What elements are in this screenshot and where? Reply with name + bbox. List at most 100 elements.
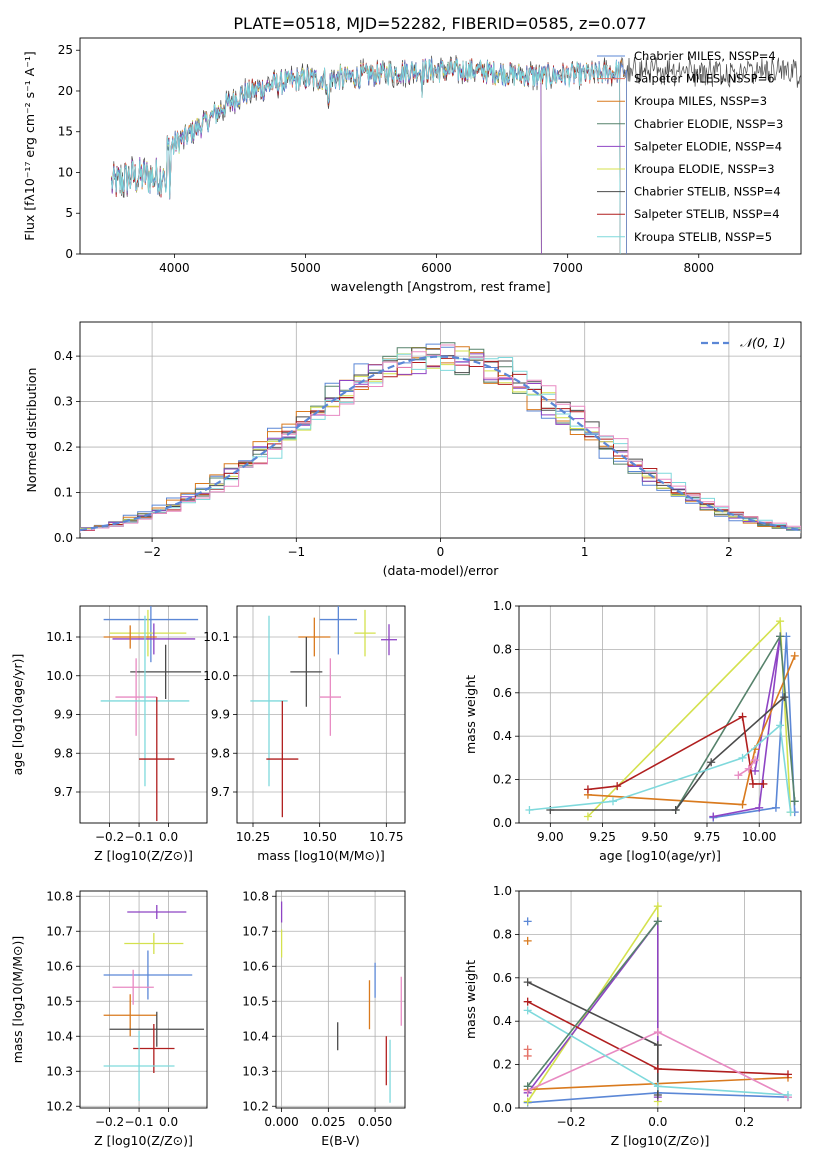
weight-marker xyxy=(707,758,716,767)
axis-label-y: mass weight xyxy=(463,960,478,1039)
axis-label-x: age [log10(age/yr)] xyxy=(599,848,721,863)
tick-label-y: 0.2 xyxy=(493,1058,512,1072)
axes-frame xyxy=(236,605,406,824)
tick-label-x: −0.1 xyxy=(124,1115,153,1129)
tick-label-x: 2 xyxy=(725,545,733,559)
tick-label-y: 10.8 xyxy=(242,889,269,903)
weights-weight_age xyxy=(525,617,799,822)
axes-frame xyxy=(79,37,802,255)
legend-entry: Kroupa STELIB, NSSP=5 xyxy=(634,230,772,244)
weight-marker xyxy=(790,797,799,806)
figure-title: PLATE=0518, MJD=52282, FIBERID=0585, z=0… xyxy=(233,14,646,33)
weight-marker xyxy=(734,771,743,780)
weight-marker xyxy=(653,1064,662,1073)
weight-marker xyxy=(771,803,780,812)
legend-entry: 𝒩(0, 1) xyxy=(740,335,786,350)
axes-z_age: −0.2 −0.1 0.0 9.7 9.8 9.9 10.0 10.1 Z [log10(Z/Z… xyxy=(10,605,208,863)
tick-label-y: 25 xyxy=(58,43,73,57)
errorbar-point xyxy=(112,969,154,1005)
axes-frame xyxy=(79,321,802,539)
errorbar-point xyxy=(290,637,323,707)
weights-weight_z xyxy=(523,902,792,1107)
weight-marker xyxy=(653,902,662,911)
errorbar-point xyxy=(319,658,341,736)
tick-label-y: 10.7 xyxy=(242,924,269,938)
axes-weight_age: 9.00 9.25 9.50 9.75 10.00 0.0 0.2 0.4 0.6 0.8 1.0 a… xyxy=(463,599,802,863)
legend-entry: Chabrier MILES, NSSP=4 xyxy=(634,49,776,63)
tick-label-y: 10.8 xyxy=(46,889,73,903)
errorbar-point xyxy=(115,658,157,736)
tick-label-y: 10.2 xyxy=(46,1099,73,1113)
weight-marker xyxy=(776,617,785,626)
tick-label-y: 10.1 xyxy=(203,630,230,644)
tick-label-x: 0.0 xyxy=(648,1115,667,1129)
spectrum-line xyxy=(111,57,621,254)
axis-label-y: Normed distribution xyxy=(24,368,39,493)
spectrum-line xyxy=(111,55,801,198)
weight-marker xyxy=(653,1090,662,1099)
tick-label-y: 10.0 xyxy=(203,669,230,683)
weight-marker xyxy=(759,779,768,788)
axis-label-y: age [log10(age/yr)] xyxy=(10,654,25,776)
normal-curve xyxy=(80,355,801,532)
spectrum-line xyxy=(111,56,627,254)
weight-marker xyxy=(653,917,662,926)
tick-label-x: 0.0 xyxy=(159,830,178,844)
axis-label-x: Z [log10(Z/Z⊙)] xyxy=(611,1133,710,1148)
tick-label-y: 10.4 xyxy=(46,1029,73,1043)
tick-label-x: 0.050 xyxy=(358,1115,392,1129)
axis-label-y: Flux [fλ10⁻¹⁷ erg cm⁻² s⁻¹ A⁻¹] xyxy=(22,51,37,240)
axis-label-x: mass [log10(M/M⊙)] xyxy=(257,848,385,863)
weight-marker xyxy=(671,805,680,814)
weight-marker xyxy=(790,651,799,660)
tick-label-x: 9.00 xyxy=(537,830,564,844)
errorbar-point xyxy=(103,994,157,1037)
legend-entry: Salpeter MILES, NSSP=6 xyxy=(634,72,775,86)
tick-label-x: 0.0 xyxy=(159,1115,178,1129)
tick-label-y: 0.4 xyxy=(54,349,73,363)
weight-marker xyxy=(523,936,532,945)
axes-frame xyxy=(518,605,802,824)
axes-mass_age: 10.25 10.50 10.75 9.7 9.8 9.9 10.0 10.1 mass [lo… xyxy=(203,605,406,863)
errorbar-point xyxy=(139,697,175,822)
weight-line xyxy=(713,636,781,818)
errorbar-point xyxy=(109,609,187,657)
tick-label-x: −0.2 xyxy=(556,1115,585,1129)
axes-frame xyxy=(79,890,208,1109)
tick-label-x: 6000 xyxy=(421,261,452,275)
tick-label-y: 9.9 xyxy=(211,708,230,722)
errorbars-ebv_mass xyxy=(280,901,402,1103)
weight-marker xyxy=(783,1070,792,1079)
errorbar-point xyxy=(127,905,187,919)
weight-marker xyxy=(738,800,747,809)
weight-marker xyxy=(523,997,532,1006)
weight-marker xyxy=(523,978,532,987)
tick-label-y: 0.0 xyxy=(54,531,73,545)
tick-label-y: 0.1 xyxy=(54,486,73,500)
tick-label-x: −1 xyxy=(287,545,305,559)
tick-label-x: 9.50 xyxy=(641,830,668,844)
tick-label-y: 10.0 xyxy=(46,669,73,683)
tick-label-y: 10.5 xyxy=(46,994,73,1008)
spectrum-lines xyxy=(111,55,801,254)
tick-label-y: 10.3 xyxy=(242,1064,269,1078)
spectrum-line xyxy=(111,57,627,254)
weight-line xyxy=(713,636,796,819)
weight-marker xyxy=(738,753,747,762)
weight-line xyxy=(587,655,796,806)
tick-label-y: 0.0 xyxy=(493,816,512,830)
axes-spectrum: 4000 5000 6000 7000 8000 0 5 10 15 20 25 wavelength… xyxy=(22,37,802,294)
weight-marker xyxy=(523,1097,532,1106)
tick-label-y: 10.1 xyxy=(46,630,73,644)
tick-label-y: 0.6 xyxy=(493,971,512,985)
tick-label-y: 0.3 xyxy=(54,395,73,409)
tick-label-y: 10.6 xyxy=(46,959,73,973)
errorbar-point xyxy=(109,1011,205,1047)
legend-entry: Kroupa MILES, NSSP=3 xyxy=(634,94,767,108)
tick-label-y: 0.6 xyxy=(493,686,512,700)
tick-label-x: 0.2 xyxy=(735,1115,754,1129)
legend-entry: Salpeter ELODIE, NSSP=4 xyxy=(634,139,782,153)
tick-label-y: 10.4 xyxy=(242,1029,269,1043)
tick-label-y: 10.5 xyxy=(242,994,269,1008)
